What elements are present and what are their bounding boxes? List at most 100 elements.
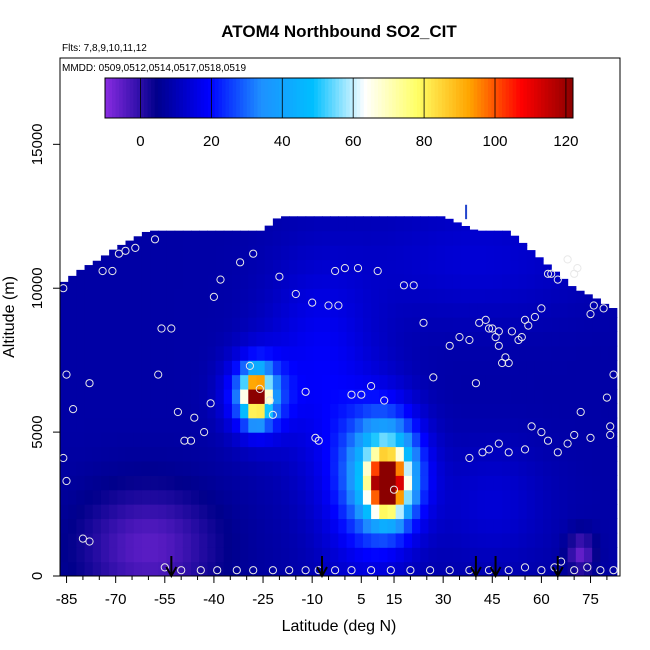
heat-cell (215, 360, 225, 376)
heat-cell (469, 417, 479, 433)
heat-cell (240, 374, 249, 390)
heat-cell (256, 475, 266, 491)
colorbar-swatch (456, 78, 461, 118)
observation-point (60, 284, 68, 293)
heat-cell (117, 518, 127, 534)
heat-cell (444, 446, 454, 462)
heat-cell (583, 561, 593, 576)
heat-cell (289, 475, 299, 491)
heat-cell (403, 259, 413, 275)
heat-cell (117, 504, 127, 520)
colorbar-swatch (165, 78, 170, 118)
heat-cell (256, 388, 266, 404)
heat-cell (223, 345, 233, 361)
heat-cell (452, 417, 462, 433)
heat-cell (248, 460, 258, 476)
heat-cell (371, 489, 380, 505)
heat-cell (444, 317, 454, 332)
observation-point (121, 246, 130, 255)
heat-cell (551, 403, 561, 419)
heat-cell (371, 432, 380, 448)
heat-cell (354, 230, 364, 246)
heat-cell (338, 374, 348, 390)
heat-cell (346, 460, 356, 476)
colorbar-swatch (353, 78, 358, 118)
heat-cell (240, 446, 249, 462)
heat-cell (174, 331, 184, 347)
heat-cell (313, 547, 323, 563)
heat-cell (518, 388, 528, 404)
heat-cell (395, 489, 405, 505)
heat-cell (223, 273, 233, 289)
heat-cell (109, 489, 118, 505)
heat-cell (100, 547, 110, 563)
heat-cell (182, 504, 192, 520)
heat-cell (526, 288, 536, 304)
heat-cell (141, 259, 151, 275)
heat-cell (297, 504, 307, 520)
heat-cell (469, 388, 479, 404)
x-tick-label: -70 (105, 591, 127, 608)
observation-point (543, 269, 553, 278)
heat-cell (526, 345, 536, 361)
heat-cell (76, 460, 86, 476)
heat-cell (518, 532, 528, 548)
heat-cell (412, 417, 421, 433)
heat-cell (403, 374, 413, 390)
heat-cell (174, 230, 184, 246)
heat-cell (305, 475, 315, 491)
heat-cell (362, 388, 372, 404)
heat-cell (248, 288, 258, 304)
heat-cell (256, 360, 266, 376)
heat-cell (133, 360, 143, 376)
heat-cell (526, 388, 536, 404)
heat-cell (100, 460, 110, 476)
heat-cell (379, 317, 389, 332)
heat-cell (174, 374, 184, 390)
heat-cell (518, 242, 528, 246)
heat-cell (289, 245, 299, 261)
heat-cell (297, 475, 307, 491)
heat-cell (158, 360, 168, 376)
heat-cell (330, 460, 339, 476)
heat-cell (412, 230, 421, 246)
heat-cell (534, 257, 544, 261)
heat-cell (141, 532, 151, 548)
heat-cell (117, 273, 127, 289)
heat-cell (403, 302, 413, 318)
heat-cell (100, 331, 110, 347)
heat-cell (256, 518, 266, 534)
heat-cell (150, 489, 159, 505)
heat-cell (428, 374, 438, 390)
heat-cell (543, 489, 552, 505)
colorbar-swatch (151, 78, 156, 118)
colorbar-swatch (183, 78, 188, 118)
heat-cell (346, 417, 356, 433)
heat-cell (354, 460, 364, 476)
heat-cell (371, 216, 380, 232)
heat-cell (281, 388, 290, 404)
heat-cell (493, 446, 503, 462)
heat-cell (575, 417, 585, 433)
heat-cell (109, 446, 118, 462)
heat-cell (485, 518, 495, 534)
heat-cell (485, 273, 495, 289)
colorbar-swatch (207, 78, 212, 118)
heat-cell (567, 374, 577, 390)
heat-cell (133, 446, 143, 462)
colorbar-swatch (129, 78, 134, 118)
heat-cell (403, 216, 413, 232)
observation-point (308, 298, 317, 307)
colorbar-swatch (519, 78, 524, 118)
heat-cell (526, 317, 536, 332)
heat-cell (551, 460, 561, 476)
heat-cell (485, 245, 495, 261)
heat-cell (600, 317, 610, 332)
heat-cell (420, 331, 430, 347)
heat-cell (150, 345, 159, 361)
heat-cell (469, 475, 479, 491)
heat-cell (190, 345, 200, 361)
heat-cell (592, 360, 601, 376)
heat-cell (117, 259, 127, 275)
heat-cell (256, 417, 266, 433)
